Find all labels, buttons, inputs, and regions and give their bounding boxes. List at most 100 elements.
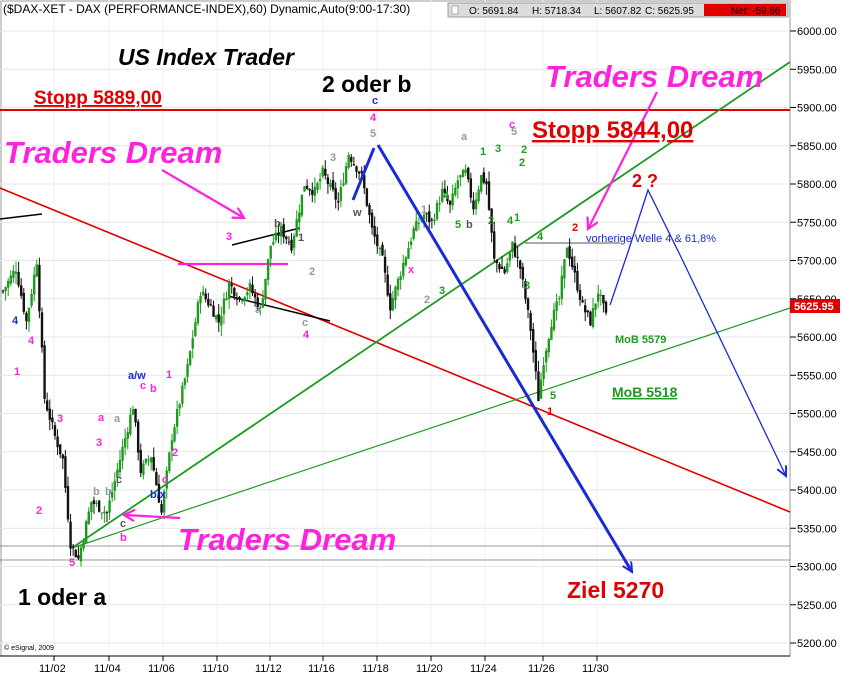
candle-body bbox=[329, 183, 332, 187]
candle-body bbox=[240, 300, 244, 302]
candle-body bbox=[451, 193, 454, 206]
y-tick-label: 5950.00 bbox=[797, 64, 837, 76]
wave-label: 1 bbox=[547, 406, 553, 418]
candle-body bbox=[19, 285, 23, 296]
symbol-line: ($DAX-XET - DAX (PERFORMANCE-INDEX),60) … bbox=[3, 2, 410, 16]
x-tick-label: 11/24 bbox=[470, 663, 497, 675]
candle-body bbox=[90, 501, 93, 513]
candle-body bbox=[498, 264, 501, 270]
wave-label: 2 bbox=[36, 505, 42, 517]
candle-body bbox=[469, 178, 473, 198]
candle-body bbox=[17, 271, 20, 286]
candle-body bbox=[485, 181, 488, 185]
candle-body bbox=[519, 260, 522, 269]
candle-body bbox=[1, 290, 5, 292]
candle-body bbox=[269, 245, 272, 259]
wave-label: 2 bbox=[172, 447, 178, 459]
candle-body bbox=[264, 278, 267, 300]
y-tick-label: 5300.00 bbox=[797, 562, 837, 574]
candle-body bbox=[433, 219, 436, 222]
traders-dream-left: Traders Dream bbox=[4, 135, 222, 170]
candle-body bbox=[110, 491, 114, 498]
triangle-upper-line bbox=[231, 227, 301, 246]
candle-body bbox=[61, 454, 64, 459]
candle-body bbox=[183, 378, 187, 386]
candle-body bbox=[396, 278, 400, 290]
x-tick-label: 11/06 bbox=[148, 663, 175, 675]
candle-body bbox=[92, 500, 96, 504]
green-trend-line-flat bbox=[71, 307, 791, 549]
wave-label: 1 bbox=[480, 146, 486, 158]
candle-body bbox=[529, 312, 532, 331]
candle-body bbox=[526, 298, 530, 310]
candle-body bbox=[599, 294, 603, 296]
candle-body bbox=[305, 185, 309, 189]
candle-body bbox=[261, 298, 265, 308]
candle-body bbox=[495, 260, 499, 264]
candle-body bbox=[181, 385, 184, 404]
dream-arrow-3 bbox=[588, 91, 658, 229]
candle-body bbox=[326, 177, 330, 184]
candle-body bbox=[344, 166, 348, 184]
candle-body bbox=[45, 400, 49, 411]
candle-body bbox=[134, 408, 137, 423]
stopp-5844-label: Stopp 5844,00 bbox=[532, 117, 693, 144]
candle-body bbox=[513, 243, 517, 257]
candle-body bbox=[363, 174, 366, 189]
candle-body bbox=[25, 312, 28, 322]
title-text: US Index Trader bbox=[118, 44, 295, 70]
candle-body bbox=[381, 244, 384, 256]
candle-body bbox=[391, 298, 395, 311]
candle-body bbox=[235, 297, 239, 300]
wave-label: 1 bbox=[514, 212, 520, 224]
wave-c-stroke bbox=[351, 147, 376, 201]
candle-body bbox=[506, 263, 509, 272]
ohlc-close: C: 5625.95 bbox=[645, 6, 694, 17]
wave-label: c bbox=[509, 119, 515, 131]
wave-label: b/x bbox=[150, 489, 167, 501]
candle-body bbox=[123, 437, 127, 448]
candle-body bbox=[58, 444, 62, 455]
candle-body bbox=[516, 256, 519, 258]
candle-body bbox=[168, 452, 171, 472]
candle-body bbox=[573, 265, 577, 273]
candle-body bbox=[365, 188, 369, 206]
y-tick-label: 5400.00 bbox=[797, 485, 837, 497]
candle-body bbox=[578, 289, 582, 300]
wave-2-oder-b-label: 2 oder b bbox=[322, 71, 411, 97]
candle-body bbox=[477, 189, 480, 202]
candle-body bbox=[9, 275, 12, 284]
candle-body bbox=[118, 460, 122, 473]
candle-body bbox=[604, 301, 608, 313]
ohlc-box bbox=[447, 2, 789, 18]
candle-body bbox=[438, 203, 441, 205]
candle-body bbox=[79, 547, 83, 562]
ohlc-open: O: 5691.84 bbox=[469, 6, 519, 17]
copyright: © eSignal, 2009 bbox=[4, 644, 54, 652]
mob-5518-label: MoB 5518 bbox=[612, 384, 678, 400]
candle-body bbox=[212, 305, 215, 317]
wave-label: b bbox=[274, 218, 281, 230]
candle-body bbox=[188, 351, 192, 365]
candle-body bbox=[246, 292, 249, 296]
x-tick-label: 11/30 bbox=[582, 663, 609, 675]
x-tick-label: 11/02 bbox=[39, 663, 66, 675]
candle-body bbox=[537, 371, 540, 402]
wave-label: 1 bbox=[166, 369, 172, 381]
candle-body bbox=[194, 322, 197, 337]
candle-body bbox=[373, 226, 376, 237]
wave-label: 2 bbox=[424, 294, 430, 306]
last-price-label: 5625.95 bbox=[794, 301, 834, 313]
wave-2-question-label: 2 ? bbox=[632, 171, 658, 191]
candle-body bbox=[331, 180, 335, 190]
candle-body bbox=[201, 291, 205, 296]
target-arrow-big bbox=[376, 144, 634, 572]
candle-body bbox=[233, 287, 236, 297]
candle-body bbox=[404, 257, 408, 266]
candle-body bbox=[430, 219, 434, 221]
candle-body bbox=[417, 223, 421, 225]
candle-body bbox=[165, 470, 168, 489]
candle-body bbox=[435, 203, 439, 220]
candle-body bbox=[108, 500, 111, 513]
